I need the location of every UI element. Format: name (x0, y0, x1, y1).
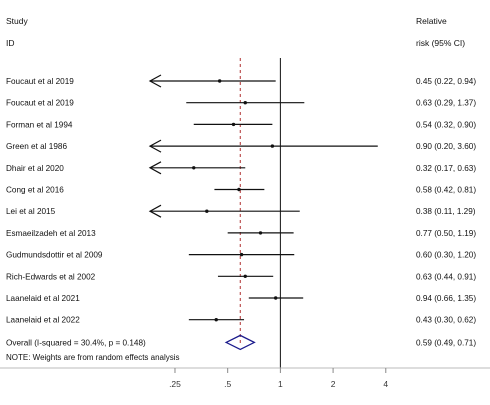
study-label: Cong et al 2016 (6, 186, 64, 195)
point-estimate (258, 231, 263, 235)
point-estimate (237, 187, 241, 192)
study-label: Forman et al 1994 (6, 120, 73, 129)
header-id-label: ID (6, 38, 15, 48)
study-ci-text: 0.77 (0.50, 1.19) (416, 229, 476, 238)
x-tick-label: .25 (169, 379, 181, 389)
study-label: Green et al 1986 (6, 142, 67, 151)
study-label: Dhair et al 2020 (6, 164, 64, 173)
point-estimate (217, 79, 222, 83)
header-study-label: Study (6, 16, 28, 26)
study-label: Laanelaid et al 2021 (6, 294, 80, 303)
ci-arrow-left (148, 204, 162, 218)
weights-note: NOTE: Weights are from random effects an… (6, 353, 180, 362)
study-label: Laanelaid et al 2022 (6, 316, 80, 325)
ci-arrow-left (148, 74, 162, 88)
x-tick-label: 1 (278, 379, 283, 389)
overall-diamond (224, 334, 256, 351)
point-estimate (243, 101, 247, 105)
study-ci-text: 0.38 (0.11, 1.29) (416, 207, 476, 216)
point-estimate (273, 296, 278, 300)
overall-ci-text: 0.59 (0.49, 0.71) (416, 338, 476, 347)
study-label: Rich-Edwards et al 2002 (6, 272, 96, 281)
study-ci-text: 0.63 (0.44, 0.91) (416, 272, 476, 281)
ci-arrow-left (148, 139, 162, 153)
overall-row: Overall (I-squared = 30.4%, p = 0.148) 0.… (6, 334, 476, 351)
x-axis-ticks: .25 .5 1 2 4 (169, 368, 388, 389)
point-estimate (214, 318, 218, 322)
study-ci-text: 0.60 (0.30, 1.20) (416, 251, 476, 260)
study-label: Gudmundsdottir et al 2009 (6, 251, 103, 260)
point-estimate (192, 166, 196, 170)
ci-arrow-left (148, 161, 162, 175)
point-estimate (239, 252, 244, 257)
study-label: Foucaut et al 2019 (6, 77, 74, 86)
study-ci-text: 0.43 (0.30, 0.62) (416, 316, 476, 325)
study-ci-text: 0.90 (0.20, 3.60) (416, 142, 476, 151)
point-estimate (205, 209, 209, 213)
study-ci-text: 0.32 (0.17, 0.63) (416, 164, 476, 173)
study-rows: Foucaut et al 2019 0.45 (0.22, 0.94) Fouca… (6, 58, 476, 368)
x-tick-label: 4 (383, 379, 388, 389)
study-label: Foucaut et al 2019 (6, 99, 74, 108)
study-ci-text: 0.45 (0.22, 0.94) (416, 77, 476, 86)
study-label: Esmaeilzadeh et al 2013 (6, 229, 96, 238)
x-tick-label: .5 (224, 379, 231, 389)
header-effect-label-1: Relative (416, 16, 447, 26)
study-ci-text: 0.94 (0.66, 1.35) (416, 294, 476, 303)
point-estimate (243, 274, 247, 278)
study-ci-text: 0.63 (0.29, 1.37) (416, 99, 476, 108)
point-estimate (270, 144, 275, 148)
study-ci-text: 0.54 (0.32, 0.90) (416, 120, 476, 129)
study-ci-text: 0.58 (0.42, 0.81) (416, 186, 476, 195)
point-estimate (231, 122, 236, 127)
overall-label: Overall (I-squared = 30.4%, p = 0.148) (6, 338, 146, 347)
header-effect-label-2: risk (95% CI) (416, 38, 465, 48)
study-label: Lei et al 2015 (6, 207, 56, 216)
x-tick-label: 2 (331, 379, 336, 389)
